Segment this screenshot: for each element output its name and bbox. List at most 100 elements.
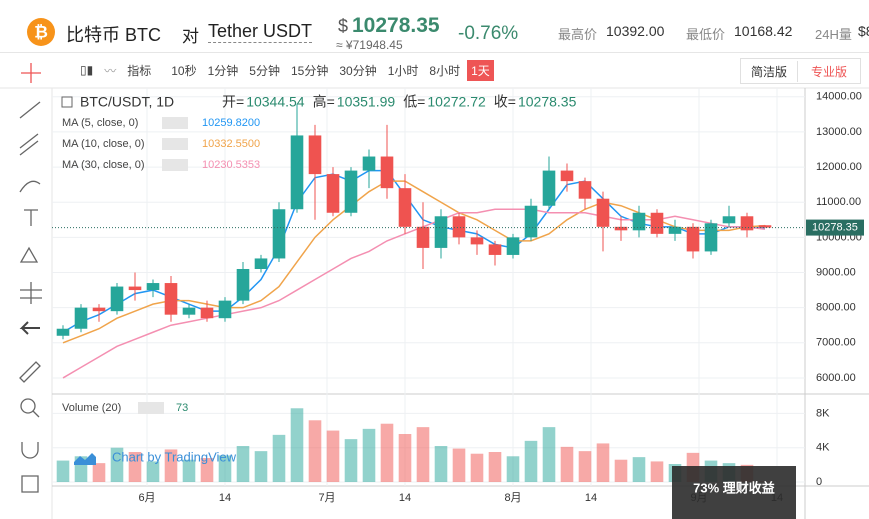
coin-name: 比特币 BTC	[66, 25, 162, 45]
y-tick-label: 4K	[816, 442, 830, 454]
volume-bar	[668, 464, 682, 482]
indicator[interactable]: 指标	[127, 63, 152, 78]
volume-bar	[452, 448, 466, 482]
candle-body	[74, 307, 88, 329]
ohlc-value: 10351.99	[337, 94, 396, 110]
volume-bar	[344, 439, 358, 482]
candle-body	[632, 212, 646, 231]
volume-bar	[326, 430, 340, 482]
x-tick-label: 14	[399, 492, 411, 504]
x-tick-label: 9月	[690, 492, 707, 504]
volume-bar	[596, 443, 610, 482]
candle-body	[542, 170, 556, 206]
interval[interactable]: 15分钟	[290, 63, 329, 78]
volume-bar	[110, 447, 124, 482]
candle-body	[470, 237, 484, 245]
draw-tools[interactable]	[19, 63, 42, 493]
volume-bar	[686, 452, 700, 482]
candle-type[interactable]: ▯▮	[80, 63, 94, 77]
volume-bar	[290, 408, 304, 482]
ohlc-label: 开=	[222, 94, 244, 110]
legend-icon	[162, 159, 188, 171]
vol: $8	[858, 23, 869, 39]
volume-bar	[182, 459, 196, 482]
y-tick-label: 9000.00	[816, 266, 856, 278]
header: ₿ 比特币 BTC 对 Tether USDT $ 10278.35 ≈ ¥71…	[0, 0, 869, 53]
interval[interactable]: 1天	[467, 59, 494, 81]
volume-bar	[362, 428, 376, 482]
volume-bar	[488, 452, 502, 482]
volume-bar	[434, 446, 448, 482]
quote: Tether USDT	[208, 21, 313, 43]
legend-icon	[162, 138, 188, 150]
vol-label: 24H量	[815, 27, 852, 42]
volume-bar	[758, 481, 772, 482]
y-tick-label: 14000.00	[816, 91, 862, 103]
promo-box[interactable]	[672, 466, 796, 519]
x-tick-label: 6月	[138, 492, 155, 504]
high-label: 最高价	[558, 27, 598, 42]
promo[interactable]: 73% 理财收益	[693, 480, 775, 495]
candle-body	[722, 216, 736, 224]
price-symbol: $	[338, 16, 349, 36]
mode[interactable]: 专业版	[811, 64, 848, 79]
candle-body	[110, 286, 124, 312]
change: -0.76%	[458, 23, 519, 44]
candle-body	[164, 283, 178, 315]
y-tick-label: 8000.00	[816, 302, 856, 314]
volume-bar	[506, 456, 520, 482]
volume-bar	[254, 451, 268, 482]
candle-body	[686, 226, 700, 252]
interval[interactable]: 30分钟	[339, 63, 377, 78]
interval[interactable]: 8小时	[429, 63, 461, 78]
candle-body	[416, 226, 430, 248]
interval[interactable]: 10秒	[171, 63, 197, 78]
candle-body	[488, 244, 502, 255]
legend-icon	[162, 117, 188, 129]
interval[interactable]: 1小时	[387, 63, 419, 78]
ohlc-label: 高=	[313, 94, 335, 110]
candle-body	[524, 205, 538, 238]
volume-bar	[200, 458, 214, 482]
y-tick-label: 8K	[816, 407, 830, 419]
candle-body	[398, 188, 412, 227]
legend-name: MA (10, close, 0)	[62, 138, 145, 150]
candle-body	[272, 209, 286, 259]
cny-price: ≈ ¥71948.45	[336, 38, 403, 52]
volume-bar	[398, 434, 412, 482]
candle-body	[380, 156, 394, 189]
volume-bar	[146, 461, 160, 482]
candle-body	[650, 212, 664, 234]
candle-body	[56, 328, 70, 336]
legend-value: 10332.5500	[202, 138, 260, 150]
volume-value: 73	[176, 402, 188, 414]
mode-switch: 简洁版 专业版	[740, 58, 862, 84]
volume-bar	[470, 453, 484, 482]
volume-bar	[308, 420, 322, 482]
price: 10278.35	[352, 14, 440, 37]
interval[interactable]: 1分钟	[207, 63, 239, 78]
mode[interactable]: 简洁版	[741, 60, 799, 82]
candle-body	[236, 268, 250, 301]
candle-body	[740, 216, 754, 231]
ohlc-value: 10272.72	[427, 94, 486, 110]
volume-bar	[380, 423, 394, 482]
y-tick-label: 7000.00	[816, 337, 856, 349]
candle-body	[326, 174, 340, 213]
volume-bar	[614, 459, 628, 482]
volume-bar	[704, 460, 718, 482]
last-price-label: 10278.35	[812, 221, 858, 233]
candle-body	[614, 226, 628, 231]
candle-body	[308, 135, 322, 175]
indicator-icon[interactable]: 〰	[104, 63, 117, 78]
candle-body	[254, 258, 268, 269]
candle-body	[362, 156, 376, 171]
candle-body	[434, 216, 448, 248]
y-tick-label: 11000.00	[816, 196, 861, 208]
interval[interactable]: 5分钟	[249, 63, 280, 78]
candle-body	[182, 307, 196, 315]
volume-bar	[272, 434, 286, 482]
x-tick-label: 14	[219, 492, 231, 504]
volume-bar	[236, 446, 250, 482]
